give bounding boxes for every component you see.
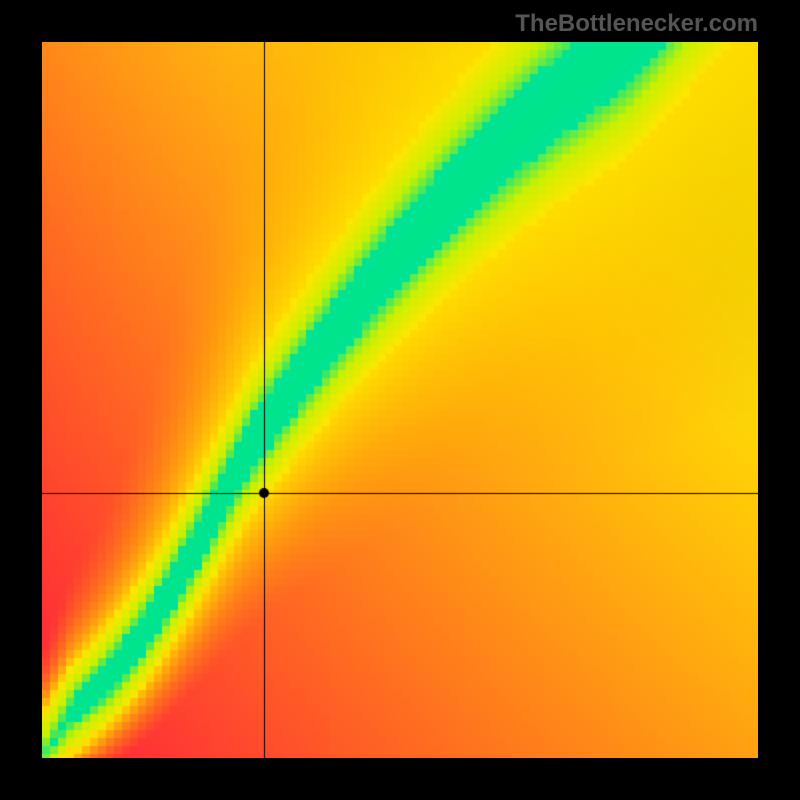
bottleneck-heatmap — [42, 42, 758, 758]
watermark-text: TheBottlenecker.com — [515, 10, 758, 38]
chart-container: TheBottlenecker.com — [0, 0, 800, 800]
